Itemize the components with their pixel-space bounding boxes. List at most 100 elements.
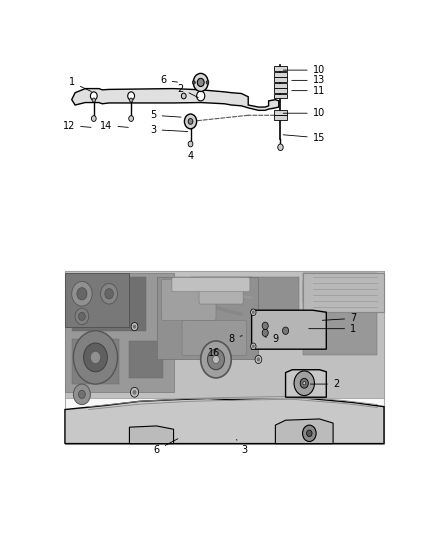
Circle shape [206,81,209,84]
Text: 11: 11 [292,86,325,95]
Polygon shape [286,370,326,397]
Text: 7: 7 [322,313,357,324]
FancyBboxPatch shape [130,341,163,378]
Circle shape [90,351,101,364]
Circle shape [74,384,90,405]
Text: 2: 2 [177,84,198,98]
Text: 4: 4 [187,151,194,161]
Polygon shape [65,273,173,392]
Circle shape [262,329,268,336]
Circle shape [129,98,133,102]
Circle shape [262,322,268,329]
Circle shape [300,378,308,388]
Polygon shape [65,273,130,327]
Circle shape [251,309,256,316]
FancyBboxPatch shape [72,339,119,384]
Text: 1: 1 [69,77,91,92]
Bar [274,115,286,120]
Circle shape [77,288,87,300]
Text: 16: 16 [208,348,220,358]
Circle shape [208,349,224,370]
Circle shape [101,284,117,304]
Polygon shape [156,277,258,359]
Circle shape [78,390,85,399]
Circle shape [75,308,88,325]
FancyBboxPatch shape [199,277,243,304]
Polygon shape [65,271,384,399]
Circle shape [252,311,254,313]
Polygon shape [65,271,384,277]
Circle shape [283,327,289,334]
Circle shape [201,341,231,378]
Circle shape [131,387,138,397]
Text: 10: 10 [283,108,325,118]
Text: 8: 8 [229,334,242,344]
Circle shape [255,356,262,364]
Circle shape [133,390,136,394]
Circle shape [257,358,260,361]
Bar [274,77,286,82]
Circle shape [294,371,314,395]
Circle shape [128,92,134,100]
Circle shape [251,343,256,350]
Text: 3: 3 [237,440,247,455]
Text: 10: 10 [283,65,325,75]
FancyBboxPatch shape [65,271,384,443]
Bar [274,93,286,99]
Text: 13: 13 [292,75,325,85]
Circle shape [212,356,219,364]
FancyBboxPatch shape [303,281,377,356]
Circle shape [197,91,205,101]
Polygon shape [65,397,384,443]
Circle shape [193,74,208,92]
Text: 12: 12 [63,120,91,131]
Circle shape [193,81,195,84]
Text: 9: 9 [265,334,278,344]
Circle shape [197,78,204,86]
Text: 5: 5 [150,110,181,120]
FancyBboxPatch shape [72,277,146,330]
Circle shape [92,98,95,102]
Bar [274,88,286,93]
Text: 6: 6 [154,439,178,455]
Text: 1: 1 [309,324,356,334]
Polygon shape [130,426,173,443]
Circle shape [303,425,316,441]
Polygon shape [276,419,333,443]
Polygon shape [303,273,384,312]
Polygon shape [72,88,279,110]
FancyBboxPatch shape [182,320,247,356]
Text: 3: 3 [151,125,188,135]
Circle shape [92,116,96,122]
Circle shape [188,118,193,124]
Text: 2: 2 [311,379,339,389]
Bar [274,66,286,70]
Circle shape [131,322,138,330]
FancyBboxPatch shape [173,277,258,359]
Polygon shape [251,310,326,349]
Circle shape [307,430,312,437]
Circle shape [252,345,254,348]
Circle shape [303,382,306,385]
Circle shape [72,281,92,306]
Circle shape [78,312,85,320]
Circle shape [133,325,136,328]
Circle shape [84,343,107,372]
Text: 6: 6 [161,75,177,85]
Circle shape [184,114,197,129]
FancyBboxPatch shape [162,279,216,320]
Circle shape [129,116,134,122]
FancyBboxPatch shape [258,277,299,335]
Circle shape [181,93,186,99]
Circle shape [278,144,283,150]
FancyBboxPatch shape [172,277,250,292]
Circle shape [188,141,193,147]
FancyBboxPatch shape [303,273,377,302]
Text: 15: 15 [283,133,325,143]
Bar [274,72,286,77]
Bar [274,83,286,88]
Circle shape [105,289,113,299]
Bar [274,110,286,115]
FancyBboxPatch shape [191,277,251,314]
Text: 14: 14 [100,120,128,131]
